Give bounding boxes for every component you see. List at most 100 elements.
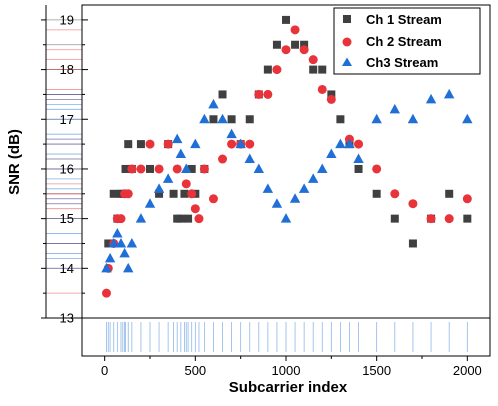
ch1-square-point xyxy=(121,164,130,173)
y-tick-label: 14 xyxy=(60,261,74,276)
ch1-square-point xyxy=(176,214,185,223)
x-tick-label: 2000 xyxy=(453,363,482,378)
ch3-triangle-point xyxy=(344,138,355,149)
ch2-circle-point xyxy=(299,45,309,55)
legend-item-ch2: Ch 2 Stream xyxy=(342,34,442,49)
x-axis-title: Subcarrier index xyxy=(229,379,348,396)
ch1-square-point xyxy=(354,164,363,173)
ch2-circle-point xyxy=(254,89,264,99)
ch1-square-point xyxy=(155,189,164,198)
ch2-circle-point xyxy=(317,84,327,94)
ch1-square-point xyxy=(227,115,236,124)
ch2-circle-point xyxy=(116,214,126,224)
ch2-circle-point xyxy=(227,139,237,149)
y-tick-label: 13 xyxy=(60,311,74,326)
left-marginal-rug xyxy=(46,19,82,294)
ch1-square-point xyxy=(245,115,254,124)
ch3-triangle-point xyxy=(123,262,134,273)
ch2-circle-point xyxy=(290,25,300,35)
ch2-circle-point xyxy=(354,139,364,149)
ch2-circle-point xyxy=(372,164,382,174)
series-3-points xyxy=(101,88,473,273)
ch3-triangle-point xyxy=(108,237,119,248)
ch2-circle-point xyxy=(127,164,137,174)
ch3-triangle-point xyxy=(244,153,255,164)
ch3-triangle-point xyxy=(181,163,192,173)
x-tick-label: 1500 xyxy=(362,363,391,378)
ch3-triangle-point xyxy=(208,98,219,109)
ch1-square-point xyxy=(263,65,272,74)
ch2-circle-point xyxy=(218,154,228,164)
ch2-circle-point xyxy=(194,214,204,224)
x-tick-label: 1000 xyxy=(272,363,301,378)
ch2-circle-point xyxy=(426,214,436,224)
legend-item-ch3: Ch3 Stream xyxy=(342,55,438,70)
ch3-triangle-point xyxy=(371,113,382,124)
ch3-triangle-point xyxy=(407,113,419,124)
bottom-marginal-rug xyxy=(106,322,468,352)
legend-item-ch1: Ch 1 Stream xyxy=(343,12,442,27)
ch1-square-point xyxy=(124,140,133,149)
ch2-circle-point xyxy=(163,139,173,149)
ch3-triangle-point xyxy=(144,198,156,208)
ch3-triangle-point xyxy=(462,113,473,124)
y-tick-label: 15 xyxy=(60,211,74,226)
ch3-triangle-point xyxy=(444,88,455,99)
ch3-triangle-point xyxy=(101,262,112,273)
ch2-circle-point xyxy=(190,204,200,214)
ch3-triangle-point xyxy=(126,237,138,248)
legend-square-marker xyxy=(343,15,351,23)
ch1-square-point xyxy=(104,239,113,248)
axis-ticks: 13 14 15 16 17 18 19 0 500 1000 1500 2000 xyxy=(41,12,482,378)
x-tick-label: 500 xyxy=(184,363,206,378)
ch3-triangle-point xyxy=(217,113,228,124)
ch2-circle-point xyxy=(281,45,291,55)
ch3-triangle-point xyxy=(226,128,237,139)
ch2-circle-point xyxy=(101,288,111,298)
ch3-triangle-point xyxy=(308,173,319,183)
ch1-square-point xyxy=(209,115,218,124)
ch1-square-point xyxy=(291,40,300,49)
ch3-triangle-point xyxy=(326,148,337,159)
ch3-triangle-point xyxy=(190,138,201,149)
ch3-triangle-point xyxy=(335,138,346,149)
ch3-triangle-point xyxy=(425,93,437,104)
ch2-circle-point xyxy=(123,189,133,199)
ch3-triangle-point xyxy=(353,153,364,164)
legend-label-ch3: Ch3 Stream xyxy=(366,55,438,70)
ch2-circle-point xyxy=(145,139,155,149)
ch1-square-point xyxy=(318,65,327,74)
ch3-triangle-point xyxy=(153,183,165,193)
y-axis-title: SNR (dB) xyxy=(6,129,23,195)
x-tick-label: 0 xyxy=(101,363,108,378)
data-points-layer xyxy=(101,15,473,298)
ch1-square-point xyxy=(184,214,193,223)
ch3-triangle-point xyxy=(235,138,246,149)
ch3-triangle-point xyxy=(104,252,116,263)
ch2-circle-point xyxy=(272,65,282,75)
ch3-triangle-point xyxy=(317,163,328,173)
ch1-square-point xyxy=(169,189,178,198)
ch1-square-point xyxy=(109,189,118,198)
ch1-square-point xyxy=(390,214,399,223)
y-tick-label: 18 xyxy=(60,62,74,77)
ch3-triangle-point xyxy=(112,228,123,238)
ch1-square-point xyxy=(187,164,196,173)
ch1-square-point xyxy=(327,90,336,99)
ch1-square-point xyxy=(463,214,472,223)
ch2-circle-point xyxy=(326,94,336,104)
legend-triangle-marker xyxy=(342,57,352,66)
ch2-circle-point xyxy=(245,139,255,149)
ch2-circle-point xyxy=(208,194,218,204)
ch1-square-point xyxy=(336,115,345,124)
ch1-square-point xyxy=(180,189,189,198)
ch3-triangle-point xyxy=(253,163,264,173)
ch2-circle-point xyxy=(181,179,191,189)
ch1-square-point xyxy=(372,189,381,198)
y-tick-label: 16 xyxy=(60,161,74,176)
ch2-circle-point xyxy=(444,214,454,224)
ch1-square-point xyxy=(282,15,290,24)
ch3-triangle-point xyxy=(119,247,130,258)
